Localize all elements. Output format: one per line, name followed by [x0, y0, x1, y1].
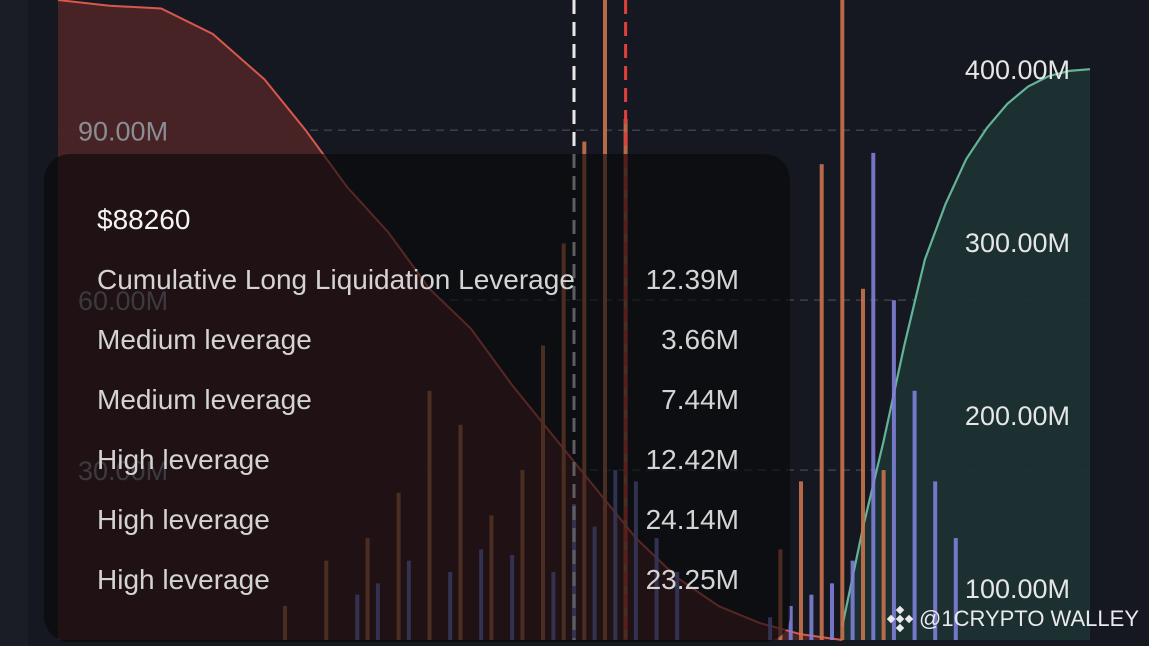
tooltip-row-label: Medium leverage — [97, 324, 312, 355]
tooltip-row-value: 24.14M — [645, 504, 739, 535]
tooltip-row-value: 3.66M — [661, 324, 739, 355]
right-axis-tick-label: 100.00M — [965, 574, 1070, 604]
watermark-text: @1CRYPTO WALLEY — [919, 606, 1139, 631]
leverage-bar — [830, 583, 834, 640]
tooltip-row: Medium leverage 3.66M — [97, 324, 739, 360]
leverage-bar — [871, 152, 876, 640]
leverage-bar — [953, 538, 958, 640]
tooltip-row-value: 12.42M — [645, 444, 739, 475]
leverage-bar — [881, 470, 886, 640]
chart-tooltip: $88260 Cumulative Long Liquidation Lever… — [44, 154, 790, 642]
tooltip-row-label: High leverage — [97, 564, 270, 595]
tooltip-row-label: Medium leverage — [97, 384, 312, 415]
tooltip-row-value: 23.25M — [645, 564, 739, 595]
leverage-bar — [850, 560, 855, 640]
tooltip-row-label: High leverage — [97, 504, 270, 535]
binance-diamond-icon — [887, 606, 913, 632]
short-cumulative-line — [841, 68, 1091, 627]
tooltip-row: Cumulative Long Liquidation Leverage 12.… — [97, 264, 739, 300]
leverage-bar — [809, 594, 814, 640]
leverage-bar — [840, 0, 845, 640]
tooltip-row-label: High leverage — [97, 444, 270, 475]
tooltip-row: High leverage 24.14M — [97, 504, 739, 540]
watermark: @1CRYPTO WALLEY — [887, 606, 1139, 632]
right-axis-tick-label: 200.00M — [965, 401, 1070, 431]
leverage-bar — [912, 390, 917, 640]
left-margin-band — [0, 0, 28, 646]
leverage-bar — [933, 481, 938, 640]
leverage-bar — [861, 288, 865, 640]
leverage-bar — [799, 481, 803, 640]
tooltip-row: Medium leverage 7.44M — [97, 384, 739, 420]
tooltip-row-value: 12.39M — [645, 264, 739, 295]
tooltip-row: High leverage 23.25M — [97, 564, 739, 600]
leverage-bar — [819, 164, 824, 640]
left-axis-tick-label: 90.00M — [78, 116, 168, 146]
right-axis-tick-label: 300.00M — [965, 228, 1070, 258]
tooltip-row-value: 7.44M — [661, 384, 739, 415]
tooltip-row: High leverage 12.42M — [97, 444, 739, 480]
right-axis-tick-label: 400.00M — [965, 55, 1070, 85]
tooltip-row-label: Cumulative Long Liquidation Leverage — [97, 264, 575, 295]
leverage-bar — [788, 606, 793, 640]
tooltip-price: $88260 — [97, 204, 191, 235]
short-cumulative-area — [842, 69, 1090, 640]
leverage-bar — [891, 300, 896, 640]
